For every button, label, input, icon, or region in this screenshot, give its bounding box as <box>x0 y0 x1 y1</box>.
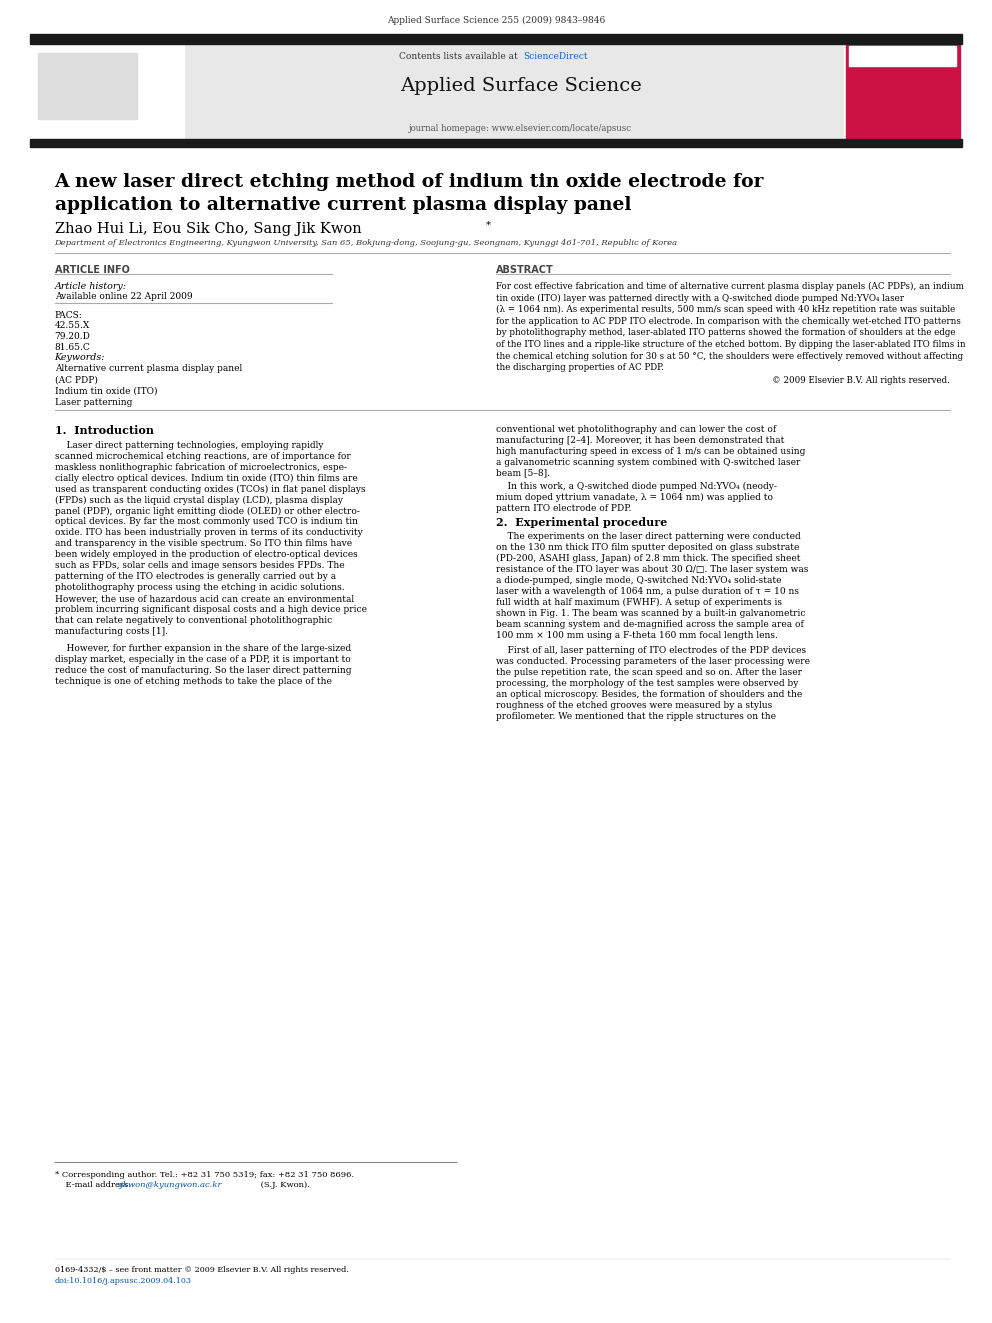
Text: Alternative current plasma display panel: Alternative current plasma display panel <box>55 364 242 373</box>
Text: used as transparent conducting oxides (TCOs) in flat panel displays: used as transparent conducting oxides (T… <box>55 484 365 493</box>
Text: the pulse repetition rate, the scan speed and so on. After the laser: the pulse repetition rate, the scan spee… <box>496 668 802 676</box>
Text: photolithography process using the etching in acidic solutions.: photolithography process using the etchi… <box>55 583 344 593</box>
Text: Keywords:: Keywords: <box>55 353 105 363</box>
Text: shown in Fig. 1. The beam was scanned by a built-in galvanometric: shown in Fig. 1. The beam was scanned by… <box>496 609 806 618</box>
Text: A new laser direct etching method of indium tin oxide electrode for: A new laser direct etching method of ind… <box>55 173 764 192</box>
Text: 42.55.X: 42.55.X <box>55 321 90 331</box>
Text: journal homepage: www.elsevier.com/locate/apsusc: journal homepage: www.elsevier.com/locat… <box>410 124 632 134</box>
Text: ScienceDirect: ScienceDirect <box>523 52 587 61</box>
Text: 1.  Introduction: 1. Introduction <box>55 425 154 435</box>
Text: *: * <box>486 221 491 230</box>
Text: ABSTRACT: ABSTRACT <box>496 265 554 275</box>
Text: 81.65.C: 81.65.C <box>55 343 90 352</box>
Text: ELSEVIER: ELSEVIER <box>65 126 109 135</box>
Text: Article history:: Article history: <box>55 282 127 291</box>
Text: mium doped yttrium vanadate, λ = 1064 nm) was applied to: mium doped yttrium vanadate, λ = 1064 nm… <box>496 492 773 501</box>
Text: E-mail address:: E-mail address: <box>55 1181 134 1189</box>
Text: Available online 22 April 2009: Available online 22 April 2009 <box>55 292 192 302</box>
Text: 0169-4332/$ – see front matter © 2009 Elsevier B.V. All rights reserved.: 0169-4332/$ – see front matter © 2009 El… <box>55 1266 348 1274</box>
Text: the chemical etching solution for 30 s at 50 °C, the shoulders were effectively : the chemical etching solution for 30 s a… <box>496 352 963 361</box>
Text: (FPDs) such as the liquid crystal display (LCD), plasma display: (FPDs) such as the liquid crystal displa… <box>55 495 342 504</box>
Text: of the ITO lines and a ripple-like structure of the etched bottom. By dipping th: of the ITO lines and a ripple-like struc… <box>496 340 965 349</box>
Text: application to alternative current plasma display panel: application to alternative current plasm… <box>55 196 631 214</box>
Text: Indium tin oxide (ITO): Indium tin oxide (ITO) <box>55 386 157 396</box>
Text: problem incurring significant disposal costs and a high device price: problem incurring significant disposal c… <box>55 606 367 614</box>
Text: a diode-pumped, single mode, Q-switched Nd:YVO₄ solid-state: a diode-pumped, single mode, Q-switched … <box>496 576 782 585</box>
Bar <box>30 44 184 139</box>
Text: Applied Surface Science: Applied Surface Science <box>400 77 642 95</box>
Text: oxide. ITO has been industrially proven in terms of its conductivity: oxide. ITO has been industrially proven … <box>55 528 362 537</box>
Text: However, the use of hazardous acid can create an environmental: However, the use of hazardous acid can c… <box>55 594 354 603</box>
Text: profilometer. We mentioned that the ripple structures on the: profilometer. We mentioned that the ripp… <box>496 712 776 721</box>
Text: a galvanometric scanning system combined with Q-switched laser: a galvanometric scanning system combined… <box>496 458 801 467</box>
Text: PACS:: PACS: <box>55 311 82 320</box>
Text: display market, especially in the case of a PDP, it is important to: display market, especially in the case o… <box>55 655 350 664</box>
Text: resistance of the ITO layer was about 30 Ω/□. The laser system was: resistance of the ITO layer was about 30… <box>496 565 808 574</box>
Text: beam [5–8].: beam [5–8]. <box>496 468 550 478</box>
Text: Department of Electronics Engineering, Kyungwon University, San 65, Bokjung-dong: Department of Electronics Engineering, K… <box>55 239 678 247</box>
Text: (S.J. Kwon).: (S.J. Kwon). <box>258 1181 310 1189</box>
Text: The experiments on the laser direct patterning were conducted: The experiments on the laser direct patt… <box>496 532 801 541</box>
Bar <box>38 53 137 119</box>
Text: cially electro optical devices. Indium tin oxide (ITO) thin films are: cially electro optical devices. Indium t… <box>55 474 357 483</box>
Text: scanned microchemical etching reactions, are of importance for: scanned microchemical etching reactions,… <box>55 451 350 460</box>
Text: Contents lists available at: Contents lists available at <box>399 52 521 61</box>
Text: Laser patterning: Laser patterning <box>55 397 132 406</box>
Text: For cost effective fabrication and time of alternative current plasma display pa: For cost effective fabrication and time … <box>496 282 964 291</box>
Text: that can relate negatively to conventional photolithographic: that can relate negatively to convention… <box>55 617 331 626</box>
Text: surface science: surface science <box>878 85 928 90</box>
Text: beam scanning system and de-magnified across the sample area of: beam scanning system and de-magnified ac… <box>496 619 804 628</box>
Text: panel (PDP), organic light emitting diode (OLED) or other electro-: panel (PDP), organic light emitting diod… <box>55 507 359 516</box>
Text: manufacturing costs [1].: manufacturing costs [1]. <box>55 627 168 636</box>
Text: 2.  Experimental procedure: 2. Experimental procedure <box>496 517 668 528</box>
Text: optical devices. By far the most commonly used TCO is indium tin: optical devices. By far the most commonl… <box>55 517 357 527</box>
Bar <box>849 46 956 66</box>
Text: First of all, laser patterning of ITO electrodes of the PDP devices: First of all, laser patterning of ITO el… <box>496 646 806 655</box>
Text: was conducted. Processing parameters of the laser processing were: was conducted. Processing parameters of … <box>496 656 810 665</box>
Text: conventional wet photolithography and can lower the cost of: conventional wet photolithography and ca… <box>496 425 776 434</box>
Text: by photolithography method, laser-ablated ITO patterns showed the formation of s: by photolithography method, laser-ablate… <box>496 328 955 337</box>
Text: (AC PDP): (AC PDP) <box>55 376 97 384</box>
Text: maskless nonlithographic fabrication of microelectronics, espe-: maskless nonlithographic fabrication of … <box>55 463 346 471</box>
Text: such as FPDs, solar cells and image sensors besides FPDs. The: such as FPDs, solar cells and image sens… <box>55 561 344 570</box>
Text: However, for further expansion in the share of the large-sized: However, for further expansion in the sh… <box>55 644 351 654</box>
Text: sjkwon@kyungwon.ac.kr: sjkwon@kyungwon.ac.kr <box>117 1181 222 1189</box>
Text: roughness of the etched grooves were measured by a stylus: roughness of the etched grooves were mea… <box>496 701 772 709</box>
Text: Laser direct patterning technologies, employing rapidly: Laser direct patterning technologies, em… <box>55 441 323 450</box>
Bar <box>184 44 843 139</box>
Text: an optical microscopy. Besides, the formation of shoulders and the: an optical microscopy. Besides, the form… <box>496 689 803 699</box>
Text: In this work, a Q-switched diode pumped Nd:YVO₄ (neody-: In this work, a Q-switched diode pumped … <box>496 482 777 491</box>
Text: full width at half maximum (FWHF). A setup of experiments is: full width at half maximum (FWHF). A set… <box>496 598 782 607</box>
Text: 100 mm × 100 mm using a F-theta 160 mm focal length lens.: 100 mm × 100 mm using a F-theta 160 mm f… <box>496 631 778 640</box>
Text: tin oxide (ITO) layer was patterned directly with a Q-switched diode pumped Nd:Y: tin oxide (ITO) layer was patterned dire… <box>496 294 904 303</box>
Bar <box>30 34 962 44</box>
Text: for the application to AC PDP ITO electrode. In comparison with the chemically w: for the application to AC PDP ITO electr… <box>496 316 961 325</box>
Text: (PD-200, ASAHI glass, Japan) of 2.8 mm thick. The specified sheet: (PD-200, ASAHI glass, Japan) of 2.8 mm t… <box>496 554 801 562</box>
Text: technique is one of etching methods to take the place of the: technique is one of etching methods to t… <box>55 677 331 687</box>
Bar <box>846 44 960 139</box>
Text: Applied Surface Science 255 (2009) 9843–9846: Applied Surface Science 255 (2009) 9843–… <box>387 16 605 25</box>
Text: (λ = 1064 nm). As experimental results, 500 mm/s scan speed with 40 kHz repetiti: (λ = 1064 nm). As experimental results, … <box>496 306 955 314</box>
Text: the discharging properties of AC PDP.: the discharging properties of AC PDP. <box>496 364 664 372</box>
Text: reduce the cost of manufacturing. So the laser direct patterning: reduce the cost of manufacturing. So the… <box>55 667 351 675</box>
Text: and transparency in the visible spectrum. So ITO thin films have: and transparency in the visible spectrum… <box>55 540 352 549</box>
Text: manufacturing [2–4]. Moreover, it has been demonstrated that: manufacturing [2–4]. Moreover, it has be… <box>496 435 785 445</box>
Text: on the 130 nm thick ITO film sputter deposited on glass substrate: on the 130 nm thick ITO film sputter dep… <box>496 542 800 552</box>
Text: 79.20.D: 79.20.D <box>55 332 90 341</box>
Bar <box>30 139 962 147</box>
Text: been widely employed in the production of electro-optical devices: been widely employed in the production o… <box>55 550 357 560</box>
Text: ARTICLE INFO: ARTICLE INFO <box>55 265 129 275</box>
Text: laser with a wavelength of 1064 nm, a pulse duration of τ = 10 ns: laser with a wavelength of 1064 nm, a pu… <box>496 587 799 595</box>
Text: * Corresponding author. Tel.: +82 31 750 5319; fax: +82 31 750 8696.: * Corresponding author. Tel.: +82 31 750… <box>55 1171 353 1179</box>
Text: Zhao Hui Li, Eou Sik Cho, Sang Jik Kwon: Zhao Hui Li, Eou Sik Cho, Sang Jik Kwon <box>55 222 366 237</box>
Text: © 2009 Elsevier B.V. All rights reserved.: © 2009 Elsevier B.V. All rights reserved… <box>773 376 950 385</box>
Text: patterning of the ITO electrodes is generally carried out by a: patterning of the ITO electrodes is gene… <box>55 573 335 581</box>
Text: applied: applied <box>890 74 916 81</box>
Text: processing, the morphology of the test samples were observed by: processing, the morphology of the test s… <box>496 679 799 688</box>
Text: high manufacturing speed in excess of 1 m/s can be obtained using: high manufacturing speed in excess of 1 … <box>496 447 806 455</box>
Text: doi:10.1016/j.apsusc.2009.04.103: doi:10.1016/j.apsusc.2009.04.103 <box>55 1277 191 1285</box>
Text: pattern ITO electrode of PDP.: pattern ITO electrode of PDP. <box>496 504 631 512</box>
